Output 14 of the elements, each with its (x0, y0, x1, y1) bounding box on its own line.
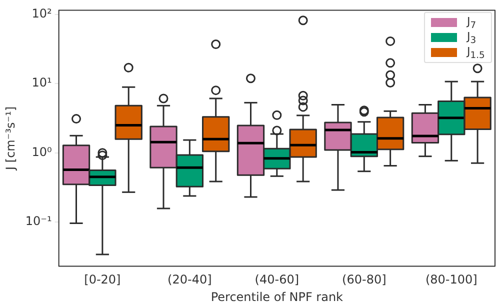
x-tick-label: (80-100] (425, 272, 478, 287)
x-tick-label: (20-40] (168, 272, 212, 287)
y-tick-label: 10⁻¹ (25, 214, 52, 228)
x-tick-label: [0-20] (84, 272, 121, 287)
y-tick-label: 10⁰ (32, 144, 52, 159)
legend-label: J$_{1.5}$ (467, 44, 485, 61)
legend-label: J$_{7}$ (467, 14, 476, 31)
y-tick-label: 10² (32, 6, 52, 21)
x-axis-title: Percentile of NPF rank (210, 290, 344, 304)
legend-label: J$_{3}$ (467, 30, 476, 46)
x-tick-label: (40-60] (254, 272, 300, 287)
y-tick-label: 10¹ (32, 76, 52, 90)
x-tick-label: (60-80] (342, 272, 386, 287)
y-axis-title: J [cm⁻³s⁻¹] (3, 106, 18, 171)
